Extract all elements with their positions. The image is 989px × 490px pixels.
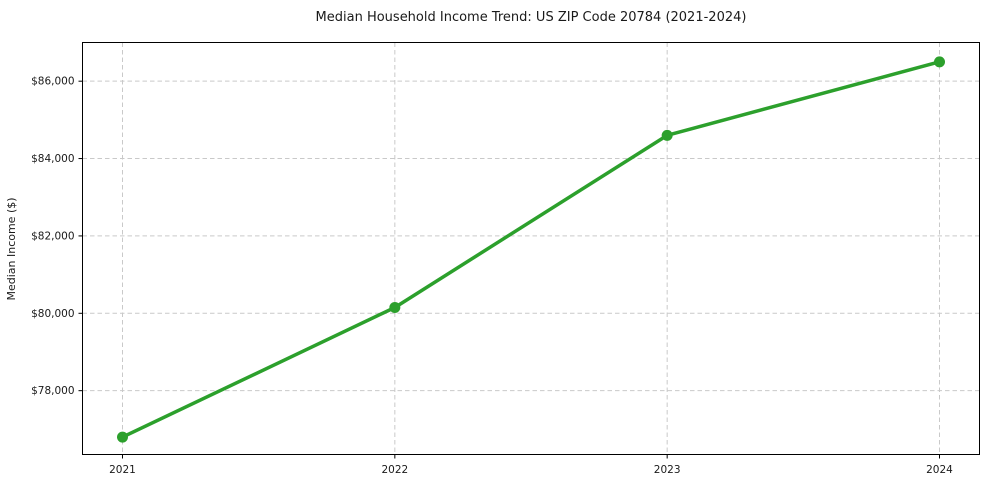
y-tick-label: $86,000 — [31, 76, 74, 88]
x-tick-label: 2023 — [654, 464, 681, 476]
x-tick-label: 2021 — [109, 464, 136, 476]
y-tick-label: $84,000 — [31, 153, 74, 165]
x-tick-label: 2024 — [926, 464, 953, 476]
grid-layer — [82, 42, 980, 455]
series-layer — [117, 56, 945, 443]
data-point — [934, 56, 945, 68]
plot-border — [82, 42, 980, 455]
y-tick-label: $80,000 — [31, 308, 74, 320]
tick-layer — [78, 80, 940, 459]
data-point — [661, 129, 673, 141]
chart-title: Median Household Income Trend: US ZIP Co… — [316, 10, 747, 25]
y-axis-label: Median Income ($) — [5, 197, 18, 300]
tick-label-layer: $78,000 $80,000 $82,000 $84,000 $86,000 2021 2… — [31, 76, 953, 476]
data-point — [117, 431, 128, 443]
data-point — [389, 301, 401, 313]
trend-line — [120, 60, 942, 439]
x-tick-label: 2022 — [381, 464, 408, 476]
y-tick-label: $82,000 — [31, 230, 74, 242]
y-tick-label: $78,000 — [31, 385, 74, 397]
